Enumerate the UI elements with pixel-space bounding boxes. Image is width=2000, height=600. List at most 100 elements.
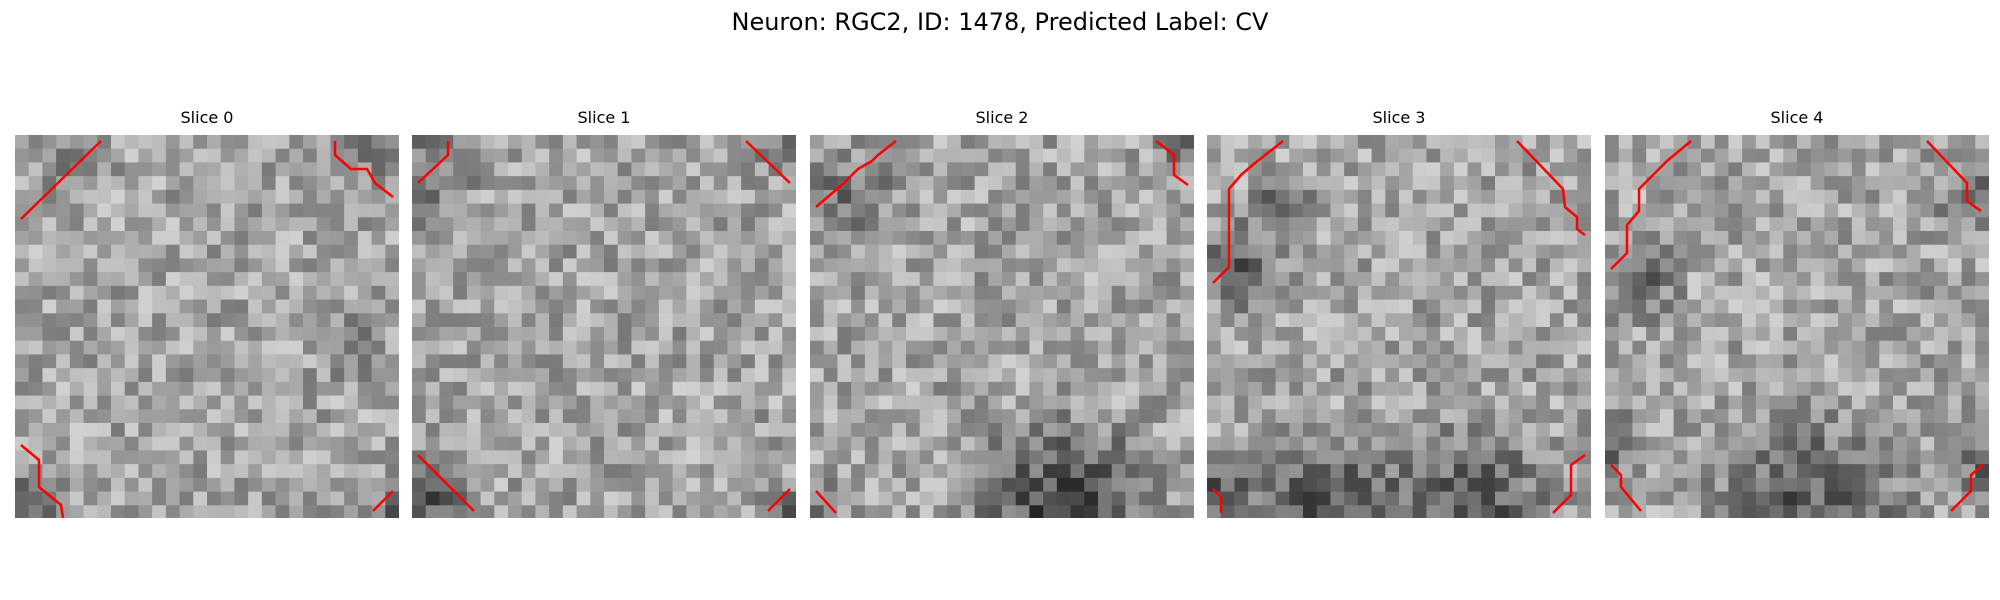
pixel-cell [1289, 203, 1304, 218]
pixel-cell [1646, 340, 1661, 356]
pixel-cell [357, 285, 373, 301]
pixel-cell [439, 217, 454, 232]
pixel-cell [152, 395, 167, 410]
pixel-cell [1769, 148, 1784, 164]
pixel-cell [1043, 340, 1058, 356]
pixel-cell [782, 162, 796, 177]
pixel-cell [1797, 135, 1812, 150]
pixel-cell [220, 162, 236, 177]
pixel-cell [1742, 244, 1757, 260]
pixel-cell [1577, 162, 1591, 177]
pixel-cell [686, 340, 701, 356]
pixel-cell [974, 491, 989, 506]
pixel-cell [248, 313, 263, 328]
pixel-cell [480, 477, 495, 493]
pixel-cell [1687, 450, 1702, 465]
pixel-cell [1618, 354, 1634, 369]
pixel-cell [1659, 231, 1675, 246]
pixel-cell [28, 285, 44, 301]
pixel-cell [562, 381, 578, 397]
pixel-cell [768, 135, 783, 150]
pixel-cell [1563, 217, 1578, 232]
pixel-cell [1084, 299, 1099, 314]
pixel-cell [1015, 340, 1031, 356]
pixel-cell [549, 244, 564, 260]
pixel-cell [576, 135, 591, 150]
pixel-cell [1029, 176, 1044, 191]
pixel-cell [1399, 354, 1414, 369]
pixel-cell [1330, 244, 1345, 260]
pixel-cell [1701, 135, 1716, 150]
pixel-cell [1220, 285, 1236, 301]
pixel-cell [1261, 189, 1277, 205]
pixel-cell [919, 327, 935, 342]
pixel-cell [453, 231, 468, 246]
pixel-cell [672, 176, 687, 191]
pixel-cell [1824, 148, 1839, 164]
pixel-cell [1125, 409, 1140, 424]
pixel-cell [330, 354, 345, 369]
pixel-cell [1056, 354, 1072, 369]
pixel-cell [1865, 381, 1880, 397]
pixel-cell [316, 327, 332, 342]
pixel-cell [1906, 381, 1922, 397]
pixel-cell [1275, 203, 1290, 218]
pixel-cell [357, 423, 373, 438]
pixel-cell [1220, 162, 1236, 177]
pixel-cell [1810, 491, 1826, 506]
pixel-cell [974, 381, 989, 397]
pixel-cell [645, 203, 660, 218]
pixel-cell [1769, 381, 1784, 397]
pixel-cell [1618, 203, 1634, 218]
pixel-cell [1453, 354, 1469, 369]
pixel-cell [1879, 450, 1894, 465]
pixel-cell [1070, 395, 1085, 410]
pixel-cell [906, 258, 921, 273]
pixel-cell [385, 381, 399, 397]
pixel-cell [1371, 148, 1386, 164]
pixel-cell [782, 505, 796, 518]
pixel-cell [1289, 464, 1304, 479]
pixel-cell [83, 285, 98, 301]
pixel-cell [1810, 477, 1826, 493]
pixel-cell [727, 285, 742, 301]
pixel-cell [466, 162, 482, 177]
pixel-cell [179, 477, 194, 493]
pixel-cell [631, 258, 646, 273]
pixel-cell [220, 258, 236, 273]
pixel-cell [576, 368, 591, 383]
pixel-cell [179, 423, 194, 438]
pixel-cell [878, 299, 893, 314]
pixel-cell [56, 505, 71, 518]
pixel-cell [42, 477, 57, 493]
pixel-cell [604, 409, 619, 424]
pixel-cell [768, 244, 783, 260]
pixel-cell [1002, 203, 1017, 218]
pixel-cell [1481, 176, 1496, 191]
pixel-cell [1742, 148, 1757, 164]
pixel-cell [1481, 299, 1496, 314]
pixel-cell [261, 436, 277, 452]
pixel-cell [1549, 189, 1565, 205]
pixel-cell [1412, 217, 1428, 232]
pixel-cell [878, 477, 893, 493]
pixel-cell [1275, 285, 1290, 301]
pixel-cell [1029, 162, 1044, 177]
pixel-cell [1481, 217, 1496, 232]
pixel-cell [919, 340, 935, 356]
pixel-cell [69, 217, 85, 232]
pixel-cell [1426, 217, 1441, 232]
pixel-cell [220, 244, 236, 260]
pixel-cell [1522, 381, 1537, 397]
pixel-cell [1783, 368, 1798, 383]
pixel-cell [1248, 217, 1263, 232]
pixel-cell [906, 423, 921, 438]
pixel-cell [1851, 162, 1867, 177]
pixel-cell [289, 436, 304, 452]
pixel-cell [974, 340, 989, 356]
pixel-cell [864, 231, 880, 246]
pixel-cell [1303, 381, 1318, 397]
pixel-cell [289, 272, 304, 287]
pixel-cell [357, 148, 373, 164]
pixel-cell [289, 162, 304, 177]
